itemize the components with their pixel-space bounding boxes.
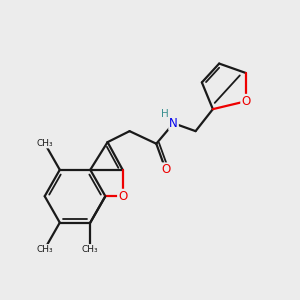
Text: O: O	[241, 95, 250, 108]
Text: CH₃: CH₃	[36, 139, 53, 148]
Text: CH₃: CH₃	[36, 244, 53, 253]
Text: O: O	[118, 190, 127, 203]
Text: H: H	[161, 110, 169, 119]
Text: N: N	[169, 117, 178, 130]
Text: O: O	[161, 163, 170, 176]
Text: CH₃: CH₃	[82, 244, 99, 253]
